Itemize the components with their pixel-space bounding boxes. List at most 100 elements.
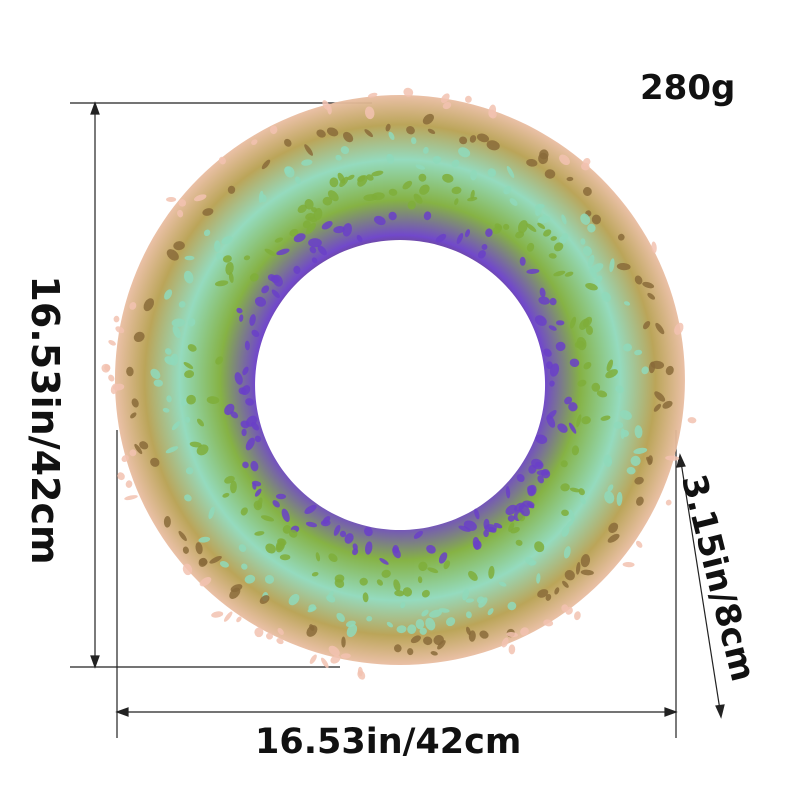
leaf-sprig <box>560 483 570 492</box>
leaf-sprig <box>576 414 582 428</box>
leaf-sprig <box>393 644 402 653</box>
leaf-sprig <box>153 379 163 387</box>
leaf-sprig <box>364 526 373 537</box>
leaf-sprig <box>440 93 450 103</box>
leaf-sprig <box>410 635 421 644</box>
leaf-sprig <box>432 156 442 164</box>
leaf-sprig <box>402 587 413 597</box>
leaf-sprig <box>193 194 207 202</box>
leaf-sprig <box>165 348 172 355</box>
leaf-sprig <box>553 270 566 277</box>
leaf-sprig <box>566 520 574 528</box>
leaf-sprig <box>543 348 552 357</box>
leaf-sprig <box>110 383 118 395</box>
leaf-sprig <box>575 561 581 575</box>
leaf-sprig <box>526 223 537 232</box>
leaf-sprig <box>252 482 257 490</box>
leaf-sprig <box>223 611 233 622</box>
leaf-sprig <box>330 655 341 664</box>
leaf-sprig <box>468 570 478 581</box>
leaf-sprig <box>505 504 518 516</box>
leaf-sprig <box>569 509 575 522</box>
leaf-sprig <box>327 104 332 115</box>
leaf-sprig <box>415 164 426 170</box>
leaf-sprig <box>437 640 446 650</box>
leaf-sprig <box>276 638 284 645</box>
leaf-sprig <box>307 606 317 613</box>
leaf-sprig <box>407 648 414 656</box>
leaf-sprig <box>254 531 265 536</box>
leaf-sprig <box>419 184 430 195</box>
leaf-sprig <box>423 146 429 154</box>
leaf-sprig <box>222 255 232 263</box>
leaf-sprig <box>373 215 386 226</box>
leaf-sprig <box>182 546 189 554</box>
leaf-sprig <box>487 170 496 177</box>
leaf-sprig <box>562 580 569 588</box>
leaf-sprig <box>642 281 655 289</box>
leaf-sprig <box>274 237 284 243</box>
leaf-sprig <box>221 236 233 245</box>
leaf-sprig <box>418 561 428 571</box>
leaf-sprig <box>488 104 497 118</box>
leaf-sprig <box>276 248 290 256</box>
leaf-sprig <box>456 233 464 244</box>
leaf-sprig <box>219 561 229 568</box>
leaf-sprig <box>242 461 249 469</box>
leaf-sprig <box>549 297 557 306</box>
leaf-sprig <box>163 516 171 528</box>
leaf-sprig <box>379 558 389 565</box>
leaf-sprig <box>326 127 339 137</box>
leaf-sprig <box>544 169 556 179</box>
leaf-sprig <box>308 238 322 248</box>
leaf-sprig <box>241 563 248 570</box>
leaf-sprig <box>166 197 177 202</box>
leaf-sprig <box>184 370 195 379</box>
leaf-sprig <box>257 497 263 508</box>
leaf-sprig <box>559 154 570 166</box>
leaf-sprig <box>340 146 350 155</box>
leaf-sprig <box>451 186 462 195</box>
leaf-sprig <box>251 329 260 338</box>
leaf-sprig <box>543 619 554 627</box>
leaf-sprig <box>607 484 614 492</box>
leaf-sprig <box>229 587 241 599</box>
leaf-sprig <box>376 579 383 586</box>
leaf-sprig <box>608 522 619 533</box>
leaf-sprig <box>139 441 149 450</box>
leaf-sprig <box>606 359 614 372</box>
leaf-sprig <box>505 486 511 499</box>
leaf-sprig <box>125 480 133 488</box>
leaf-sprig <box>423 211 432 221</box>
leaf-sprig <box>326 594 336 603</box>
leaf-sprig <box>619 410 632 420</box>
leaf-sprig <box>630 455 641 466</box>
leaf-sprig <box>641 366 649 375</box>
leaf-sprig <box>381 569 391 578</box>
leaf-sprig <box>425 617 436 631</box>
leaf-sprig <box>259 194 267 203</box>
leaf-sprig <box>535 434 548 444</box>
leaf-sprig <box>344 533 354 544</box>
leaf-sprig <box>662 400 673 409</box>
leaf-sprig <box>556 320 565 326</box>
leaf-sprig <box>340 653 351 659</box>
leaf-sprig <box>302 220 311 229</box>
leaf-sprig <box>464 95 472 103</box>
leaf-sprig <box>366 615 373 622</box>
leaf-sprig <box>392 546 401 559</box>
leaf-sprig <box>279 554 291 561</box>
leaf-sprig <box>623 301 631 306</box>
leaf-sprig <box>364 106 375 120</box>
leaf-sprig <box>458 525 471 532</box>
leaf-sprig <box>357 175 366 183</box>
leaf-sprig <box>605 369 618 379</box>
leaf-sprig <box>417 576 423 584</box>
leaf-sprig <box>674 322 684 335</box>
leaf-sprig <box>130 412 137 419</box>
leaf-sprig <box>385 123 391 132</box>
leaf-sprig <box>606 457 612 464</box>
leaf-sprig <box>307 216 318 223</box>
leaf-sprig <box>587 254 595 268</box>
leaf-sprig <box>342 223 353 237</box>
